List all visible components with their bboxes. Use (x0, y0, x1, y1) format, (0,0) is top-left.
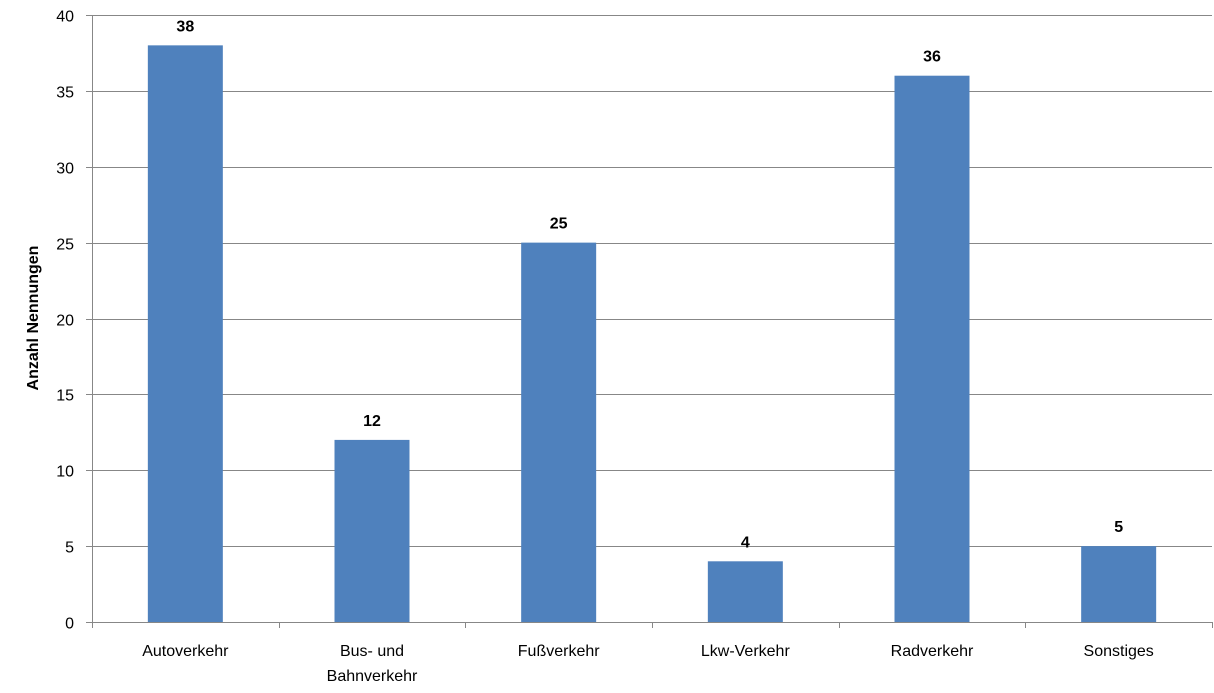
gridlines (92, 15, 1212, 547)
category-label-2: Fußverkehr (518, 643, 600, 660)
bar-1 (334, 439, 410, 622)
category-label-line: Bus- und (340, 643, 404, 660)
axes (86, 15, 1213, 628)
data-label-1: 12 (363, 413, 381, 430)
category-label-line: Sonstiges (1084, 643, 1154, 660)
data-label-5: 5 (1114, 519, 1123, 536)
y-tick-label-0: 0 (65, 616, 74, 633)
y-tick-label-35: 35 (56, 85, 74, 102)
y-tick-label-15: 15 (56, 388, 74, 405)
data-label-0: 38 (176, 18, 194, 35)
category-label-line: Autoverkehr (142, 643, 229, 660)
category-label-1: Bus- und Bahnverkehr (327, 643, 418, 685)
category-label-0: Autoverkehr (142, 643, 229, 660)
y-tick-label-10: 10 (56, 464, 74, 481)
bar-3 (707, 561, 783, 622)
data-label-4: 36 (923, 49, 941, 66)
y-tick-label-5: 5 (65, 540, 74, 557)
category-label-line: Radverkehr (891, 643, 974, 660)
category-label-5: Sonstiges (1084, 643, 1154, 660)
bar-5 (1081, 546, 1157, 622)
bar-2 (521, 242, 597, 622)
data-label-3: 4 (741, 534, 750, 551)
bar-4 (894, 75, 970, 622)
y-axis-title: Anzahl Nennungen (25, 246, 42, 391)
bars (147, 45, 1157, 623)
category-label-line: Bahnverkehr (327, 668, 418, 685)
category-label-line: Lkw-Verkehr (701, 643, 791, 660)
data-label-2: 25 (550, 216, 568, 233)
y-tick-label-20: 20 (56, 313, 74, 330)
y-tick-label-30: 30 (56, 161, 74, 178)
category-label-4: Radverkehr (891, 643, 974, 660)
category-label-line: Fußverkehr (518, 643, 600, 660)
y-tick-label-40: 40 (56, 9, 74, 26)
y-tick-label-25: 25 (56, 237, 74, 254)
category-label-3: Lkw-Verkehr (701, 643, 791, 660)
bar-0 (147, 45, 223, 623)
